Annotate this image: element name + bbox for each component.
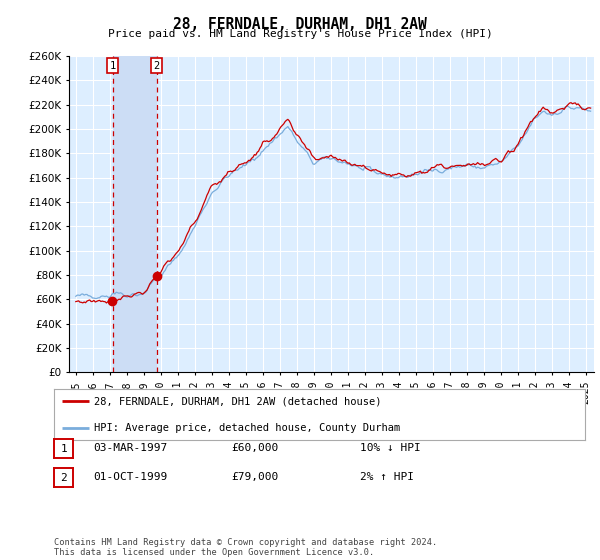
Text: 01-OCT-1999: 01-OCT-1999 <box>93 472 167 482</box>
Text: £79,000: £79,000 <box>231 472 278 482</box>
Text: 2: 2 <box>60 473 67 483</box>
Text: 2% ↑ HPI: 2% ↑ HPI <box>360 472 414 482</box>
Text: 28, FERNDALE, DURHAM, DH1 2AW: 28, FERNDALE, DURHAM, DH1 2AW <box>173 17 427 32</box>
Text: 2: 2 <box>154 60 160 71</box>
Text: £60,000: £60,000 <box>231 443 278 453</box>
Bar <box>113 56 157 372</box>
Text: 1: 1 <box>110 60 116 71</box>
Text: 03-MAR-1997: 03-MAR-1997 <box>93 443 167 453</box>
Text: 1: 1 <box>60 444 67 454</box>
Text: 28, FERNDALE, DURHAM, DH1 2AW (detached house): 28, FERNDALE, DURHAM, DH1 2AW (detached … <box>94 396 382 407</box>
Text: Contains HM Land Registry data © Crown copyright and database right 2024.
This d: Contains HM Land Registry data © Crown c… <box>54 538 437 557</box>
Text: 10% ↓ HPI: 10% ↓ HPI <box>360 443 421 453</box>
Text: HPI: Average price, detached house, County Durham: HPI: Average price, detached house, Coun… <box>94 422 400 432</box>
Text: Price paid vs. HM Land Registry's House Price Index (HPI): Price paid vs. HM Land Registry's House … <box>107 29 493 39</box>
